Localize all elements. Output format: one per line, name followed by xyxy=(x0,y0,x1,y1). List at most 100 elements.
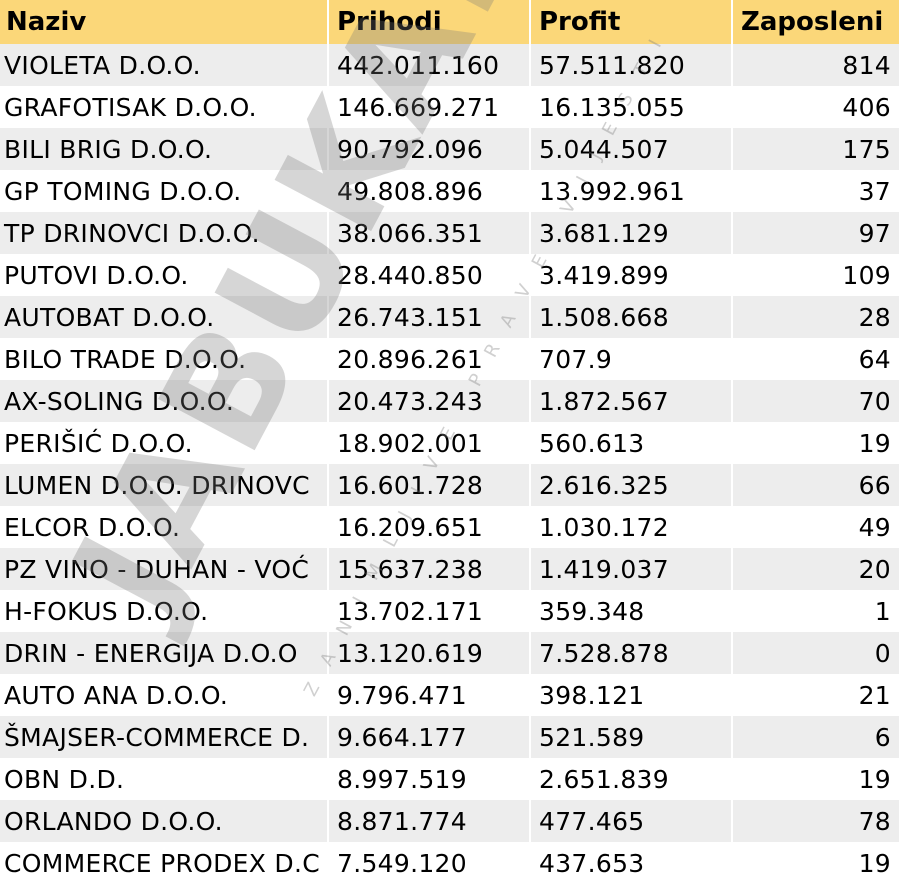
cell-revenue: 146.669.271 xyxy=(328,86,531,128)
table-body: VIOLETA D.O.O. 442.011.160 57.511.820 814 GR… xyxy=(0,44,900,884)
cell-employees: 0 xyxy=(732,632,900,674)
cell-employees: 97 xyxy=(732,212,900,254)
cell-name: GP TOMING D.O.O. xyxy=(0,170,329,212)
cell-name: H-FOKUS D.O.O. xyxy=(0,590,329,632)
table-row[interactable]: AUTOBAT D.O.O. 26.743.151 1.508.668 28 xyxy=(0,296,900,338)
table-row[interactable]: AUTO ANA D.O.O. 9.796.471 398.121 21 xyxy=(0,674,900,716)
cell-employees: 21 xyxy=(732,674,900,716)
cell-employees: 20 xyxy=(732,548,900,590)
table-row[interactable]: PUTOVI D.O.O. 28.440.850 3.419.899 109 xyxy=(0,254,900,296)
cell-employees: 49 xyxy=(732,506,900,548)
cell-revenue: 16.209.651 xyxy=(328,506,531,548)
table-row[interactable]: VIOLETA D.O.O. 442.011.160 57.511.820 814 xyxy=(0,44,900,86)
table-row[interactable]: OBN D.D. 8.997.519 2.651.839 19 xyxy=(0,758,900,800)
cell-name: AUTO ANA D.O.O. xyxy=(0,674,329,716)
cell-employees: 66 xyxy=(732,464,900,506)
cell-profit: 16.135.055 xyxy=(530,86,733,128)
cell-name: GRAFOTISAK D.O.O. xyxy=(0,86,329,128)
cell-employees: 37 xyxy=(732,170,900,212)
cell-name: PUTOVI D.O.O. xyxy=(0,254,329,296)
column-header-zaposleni[interactable]: Zaposleni xyxy=(732,0,900,44)
cell-profit: 5.044.507 xyxy=(530,128,733,170)
cell-name: COMMERCE PRODEX D.C xyxy=(0,842,329,884)
cell-revenue: 9.664.177 xyxy=(328,716,531,758)
cell-profit: 2.616.325 xyxy=(530,464,733,506)
cell-employees: 64 xyxy=(732,338,900,380)
cell-profit: 13.992.961 xyxy=(530,170,733,212)
table-row[interactable]: BILI BRIG D.O.O. 90.792.096 5.044.507 175 xyxy=(0,128,900,170)
table-row[interactable]: BILO TRADE D.O.O. 20.896.261 707.9 64 xyxy=(0,338,900,380)
cell-employees: 109 xyxy=(732,254,900,296)
cell-employees: 19 xyxy=(732,842,900,884)
column-header-prihodi[interactable]: Prihodi xyxy=(328,0,531,44)
table-row[interactable]: COMMERCE PRODEX D.C 7.549.120 437.653 19 xyxy=(0,842,900,884)
cell-revenue: 9.796.471 xyxy=(328,674,531,716)
cell-revenue: 90.792.096 xyxy=(328,128,531,170)
header-row: Naziv Prihodi Profit Zaposleni xyxy=(0,0,900,44)
table-row[interactable]: PERIŠIĆ D.O.O. 18.902.001 560.613 19 xyxy=(0,422,900,464)
cell-profit: 477.465 xyxy=(530,800,733,842)
cell-name: VIOLETA D.O.O. xyxy=(0,44,329,86)
cell-revenue: 442.011.160 xyxy=(328,44,531,86)
cell-revenue: 26.743.151 xyxy=(328,296,531,338)
cell-employees: 19 xyxy=(732,422,900,464)
cell-name: AX-SOLING D.O.O. xyxy=(0,380,329,422)
table-row[interactable]: DRIN - ENERGIJA D.O.O 13.120.619 7.528.878… xyxy=(0,632,900,674)
cell-employees: 406 xyxy=(732,86,900,128)
cell-revenue: 13.702.171 xyxy=(328,590,531,632)
cell-employees: 6 xyxy=(732,716,900,758)
cell-profit: 3.419.899 xyxy=(530,254,733,296)
table-row[interactable]: ŠMAJSER-COMMERCE D. 9.664.177 521.589 6 xyxy=(0,716,900,758)
cell-employees: 70 xyxy=(732,380,900,422)
cell-profit: 3.681.129 xyxy=(530,212,733,254)
cell-profit: 1.030.172 xyxy=(530,506,733,548)
table-row[interactable]: GP TOMING D.O.O. 49.808.896 13.992.961 37 xyxy=(0,170,900,212)
column-header-naziv[interactable]: Naziv xyxy=(0,0,329,44)
cell-revenue: 8.997.519 xyxy=(328,758,531,800)
cell-revenue: 18.902.001 xyxy=(328,422,531,464)
cell-name: ORLANDO D.O.O. xyxy=(0,800,329,842)
cell-revenue: 49.808.896 xyxy=(328,170,531,212)
cell-employees: 814 xyxy=(732,44,900,86)
cell-revenue: 15.637.238 xyxy=(328,548,531,590)
cell-name: BILO TRADE D.O.O. xyxy=(0,338,329,380)
table-row[interactable]: ELCOR D.O.O. 16.209.651 1.030.172 49 xyxy=(0,506,900,548)
column-header-profit[interactable]: Profit xyxy=(530,0,733,44)
cell-profit: 521.589 xyxy=(530,716,733,758)
table-row[interactable]: GRAFOTISAK D.O.O. 146.669.271 16.135.055 40… xyxy=(0,86,900,128)
cell-name: ŠMAJSER-COMMERCE D. xyxy=(0,716,329,758)
cell-revenue: 13.120.619 xyxy=(328,632,531,674)
cell-name: ELCOR D.O.O. xyxy=(0,506,329,548)
cell-employees: 175 xyxy=(732,128,900,170)
table-row[interactable]: LUMEN D.O.O. DRINOVC 16.601.728 2.616.325 6… xyxy=(0,464,900,506)
cell-profit: 398.121 xyxy=(530,674,733,716)
cell-revenue: 7.549.120 xyxy=(328,842,531,884)
cell-name: AUTOBAT D.O.O. xyxy=(0,296,329,338)
cell-revenue: 8.871.774 xyxy=(328,800,531,842)
cell-name: OBN D.D. xyxy=(0,758,329,800)
table-row[interactable]: ORLANDO D.O.O. 8.871.774 477.465 78 xyxy=(0,800,900,842)
cell-revenue: 20.473.243 xyxy=(328,380,531,422)
cell-profit: 1.508.668 xyxy=(530,296,733,338)
cell-profit: 359.348 xyxy=(530,590,733,632)
cell-name: LUMEN D.O.O. DRINOVC xyxy=(0,464,329,506)
table-row[interactable]: PZ VINO - DUHAN - VOĆ 15.637.238 1.419.037… xyxy=(0,548,900,590)
cell-profit: 437.653 xyxy=(530,842,733,884)
cell-name: BILI BRIG D.O.O. xyxy=(0,128,329,170)
cell-name: DRIN - ENERGIJA D.O.O xyxy=(0,632,329,674)
table-row[interactable]: TP DRINOVCI D.O.O. 38.066.351 3.681.129 97 xyxy=(0,212,900,254)
table-row[interactable]: H-FOKUS D.O.O. 13.702.171 359.348 1 xyxy=(0,590,900,632)
table-row[interactable]: AX-SOLING D.O.O. 20.473.243 1.872.567 70 xyxy=(0,380,900,422)
cell-name: PERIŠIĆ D.O.O. xyxy=(0,422,329,464)
cell-revenue: 20.896.261 xyxy=(328,338,531,380)
cell-revenue: 38.066.351 xyxy=(328,212,531,254)
cell-revenue: 16.601.728 xyxy=(328,464,531,506)
cell-revenue: 28.440.850 xyxy=(328,254,531,296)
cell-name: TP DRINOVCI D.O.O. xyxy=(0,212,329,254)
cell-employees: 1 xyxy=(732,590,900,632)
cell-employees: 78 xyxy=(732,800,900,842)
cell-employees: 19 xyxy=(732,758,900,800)
cell-name: PZ VINO - DUHAN - VOĆ xyxy=(0,548,329,590)
cell-profit: 2.651.839 xyxy=(530,758,733,800)
